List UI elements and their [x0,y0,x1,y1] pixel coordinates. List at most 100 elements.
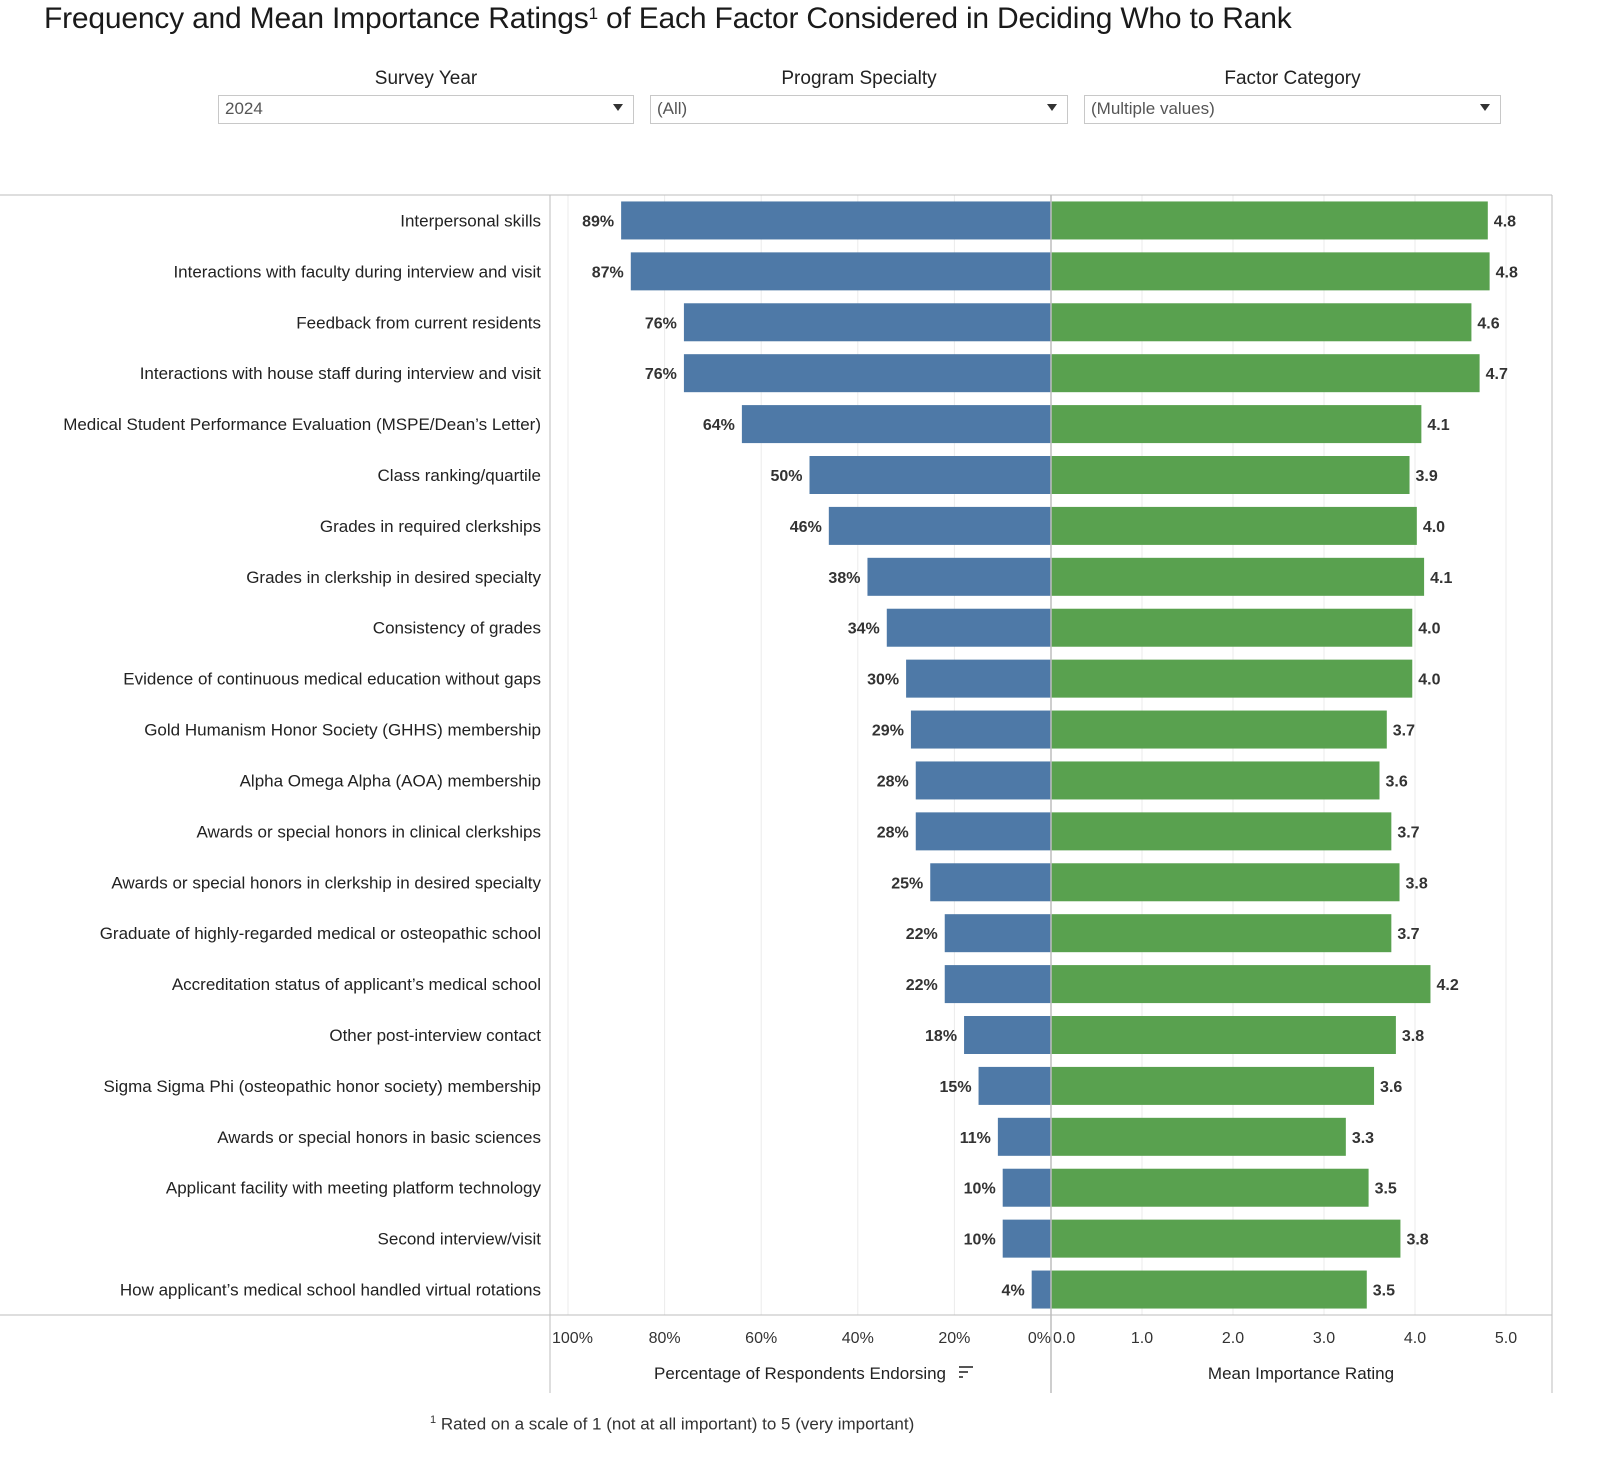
left-bar-value-label: 25% [891,875,923,892]
factor-category-dropdown[interactable]: (Multiple values) [1084,95,1501,124]
right-axis-tick-label: 1.0 [1131,1330,1153,1347]
right-bar-value-label: 4.0 [1418,672,1440,689]
left-bar-value-label: 15% [940,1079,972,1096]
left-bar [683,354,1051,393]
category-label: Awards or special honors in clinical cle… [196,822,541,841]
left-bar-value-label: 76% [645,315,677,332]
left-bar-value-label: 10% [964,1232,996,1249]
right-bar-value-label: 4.0 [1423,519,1445,536]
survey-year-dropdown[interactable]: 2024 [218,95,634,124]
filter-label-survey-year: Survey Year [374,68,478,89]
left-bar [915,812,1051,851]
footnote-text: Rated on a scale of 1 (not at all import… [436,1414,915,1434]
right-bar [1051,252,1490,291]
right-axis-tick-label: 2.0 [1222,1330,1244,1347]
right-bar-value-label: 4.7 [1486,366,1508,383]
right-bar [1051,1168,1369,1207]
right-bar [1051,354,1480,393]
left-bar-value-label: 11% [960,1130,991,1147]
category-label: Awards or special honors in basic scienc… [217,1128,541,1147]
left-bar [964,1016,1051,1054]
left-bar [944,965,1051,1004]
left-bar-value-label: 64% [703,417,735,434]
left-bar [915,761,1051,800]
left-axis-tick-label: 40% [842,1330,874,1347]
left-bar [741,405,1051,444]
right-bar [1051,557,1425,596]
left-bar-value-label: 46% [790,519,822,536]
right-bar-value-label: 3.6 [1380,1079,1402,1096]
right-bar-value-label: 4.8 [1494,213,1516,230]
right-bar [1051,1016,1396,1054]
left-bar [1002,1219,1051,1258]
left-bar-value-label: 28% [877,773,909,790]
category-label: Interactions with faculty during intervi… [173,262,541,281]
right-bar-value-label: 4.6 [1477,315,1499,332]
left-bar [683,303,1051,342]
left-bar [930,863,1051,902]
category-label: Evidence of continuous medical education… [123,670,541,689]
right-bar-value-label: 4.0 [1418,621,1440,638]
title-rest: of Each Factor Considered in Deciding Wh… [597,2,1292,35]
left-bar [906,659,1051,698]
left-axis-title: Percentage of Respondents Endorsing [654,1364,946,1383]
right-bar-value-label: 3.9 [1416,468,1438,485]
left-bar-value-label: 4% [1002,1283,1025,1300]
left-bar [1031,1270,1051,1309]
right-bar-value-label: 3.8 [1406,1232,1428,1249]
butterfly-bar-chart: Interpersonal skills 89% 4.8 Interactions w… [0,194,1553,1393]
left-bar [997,1117,1051,1156]
right-bar [1051,405,1422,444]
right-bar [1051,914,1392,953]
program-specialty-dropdown[interactable]: (All) [650,95,1068,124]
left-bar [978,1066,1051,1105]
category-label: Graduate of highly-regarded medical or o… [100,924,541,943]
left-bar-value-label: 38% [828,570,860,587]
category-label: Interactions with house staff during int… [140,364,542,383]
right-bar [1051,659,1413,698]
survey-year-value: 2024 [225,99,263,118]
right-bar-value-label: 3.8 [1402,1028,1424,1045]
sort-descending-icon[interactable] [958,1364,974,1380]
left-bar-value-label: 22% [906,977,938,994]
right-bar-value-label: 4.2 [1436,977,1458,994]
left-bar [886,608,1051,647]
right-bar-value-label: 3.7 [1397,926,1419,943]
category-label: Interpersonal skills [400,211,541,230]
left-bar-value-label: 89% [582,213,614,230]
right-bar-value-label: 3.5 [1375,1181,1397,1198]
chevron-down-icon [1480,104,1490,111]
left-axis-tick-label: 0% [1028,1330,1051,1347]
right-bar [1051,456,1410,494]
right-bar-value-label: 3.6 [1386,773,1408,790]
left-bar [867,557,1051,596]
category-label: Class ranking/quartile [378,466,541,485]
left-bar [828,506,1051,545]
right-axis-tick-label: 5.0 [1495,1330,1517,1347]
title-footnote-marker: 1 [588,4,598,23]
left-bar-value-label: 10% [964,1181,996,1198]
right-bar [1051,506,1417,545]
right-bar [1051,1117,1346,1156]
left-axis-tick-label: 20% [938,1330,970,1347]
footnote: 1 Rated on a scale of 1 (not at all impo… [430,1414,914,1435]
filter-label-factor-category: Factor Category [1224,68,1361,89]
left-bar [944,914,1051,953]
left-bar [630,252,1051,291]
category-label: Consistency of grades [373,619,541,638]
footnote-marker: 1 [430,1414,437,1426]
left-axis-tick-label: 60% [745,1330,777,1347]
right-bar-value-label: 3.3 [1352,1130,1374,1147]
right-bar-value-label: 4.8 [1496,264,1518,281]
category-label: Other post-interview contact [329,1026,541,1045]
category-label: Grades in clerkship in desired specialty [246,568,541,587]
factor-category-value: (Multiple values) [1091,99,1215,118]
left-bar-value-label: 18% [925,1028,957,1045]
right-bar [1051,710,1387,749]
left-bar-value-label: 34% [848,621,880,638]
left-bar-value-label: 30% [867,672,899,689]
filter-label-program-specialty: Program Specialty [781,68,937,89]
left-axis-tick-label: 80% [649,1330,681,1347]
title-main: Frequency and Mean Importance Ratings [44,2,589,35]
category-label: Feedback from current residents [296,313,541,332]
